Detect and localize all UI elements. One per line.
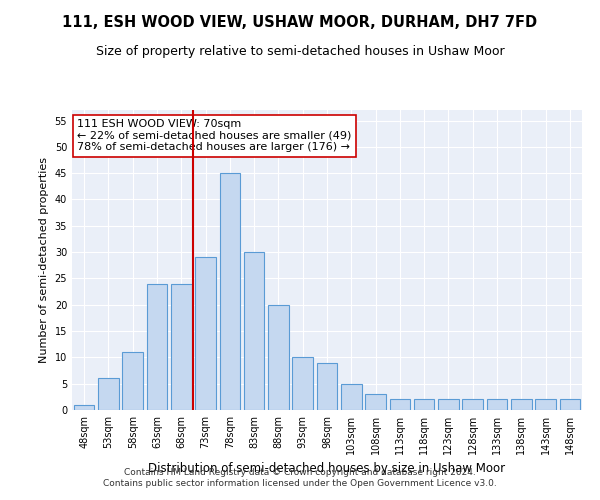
Text: 111 ESH WOOD VIEW: 70sqm
← 22% of semi-detached houses are smaller (49)
78% of s: 111 ESH WOOD VIEW: 70sqm ← 22% of semi-d… — [77, 119, 352, 152]
Bar — [535, 400, 556, 410]
Bar — [560, 400, 580, 410]
Bar — [220, 173, 240, 410]
Bar — [365, 394, 386, 410]
Bar — [268, 304, 289, 410]
Bar — [341, 384, 362, 410]
Y-axis label: Number of semi-detached properties: Number of semi-detached properties — [39, 157, 49, 363]
Bar — [98, 378, 119, 410]
Text: Contains HM Land Registry data © Crown copyright and database right 2024.
Contai: Contains HM Land Registry data © Crown c… — [103, 468, 497, 487]
Bar — [438, 400, 459, 410]
Bar — [414, 400, 434, 410]
Bar — [171, 284, 191, 410]
Text: 111, ESH WOOD VIEW, USHAW MOOR, DURHAM, DH7 7FD: 111, ESH WOOD VIEW, USHAW MOOR, DURHAM, … — [62, 15, 538, 30]
Bar — [146, 284, 167, 410]
X-axis label: Distribution of semi-detached houses by size in Ushaw Moor: Distribution of semi-detached houses by … — [148, 462, 506, 475]
Bar — [389, 400, 410, 410]
Bar — [292, 358, 313, 410]
Bar — [511, 400, 532, 410]
Bar — [487, 400, 508, 410]
Bar — [244, 252, 265, 410]
Bar — [122, 352, 143, 410]
Bar — [463, 400, 483, 410]
Bar — [317, 362, 337, 410]
Bar — [195, 258, 216, 410]
Bar — [74, 404, 94, 410]
Text: Size of property relative to semi-detached houses in Ushaw Moor: Size of property relative to semi-detach… — [95, 45, 505, 58]
